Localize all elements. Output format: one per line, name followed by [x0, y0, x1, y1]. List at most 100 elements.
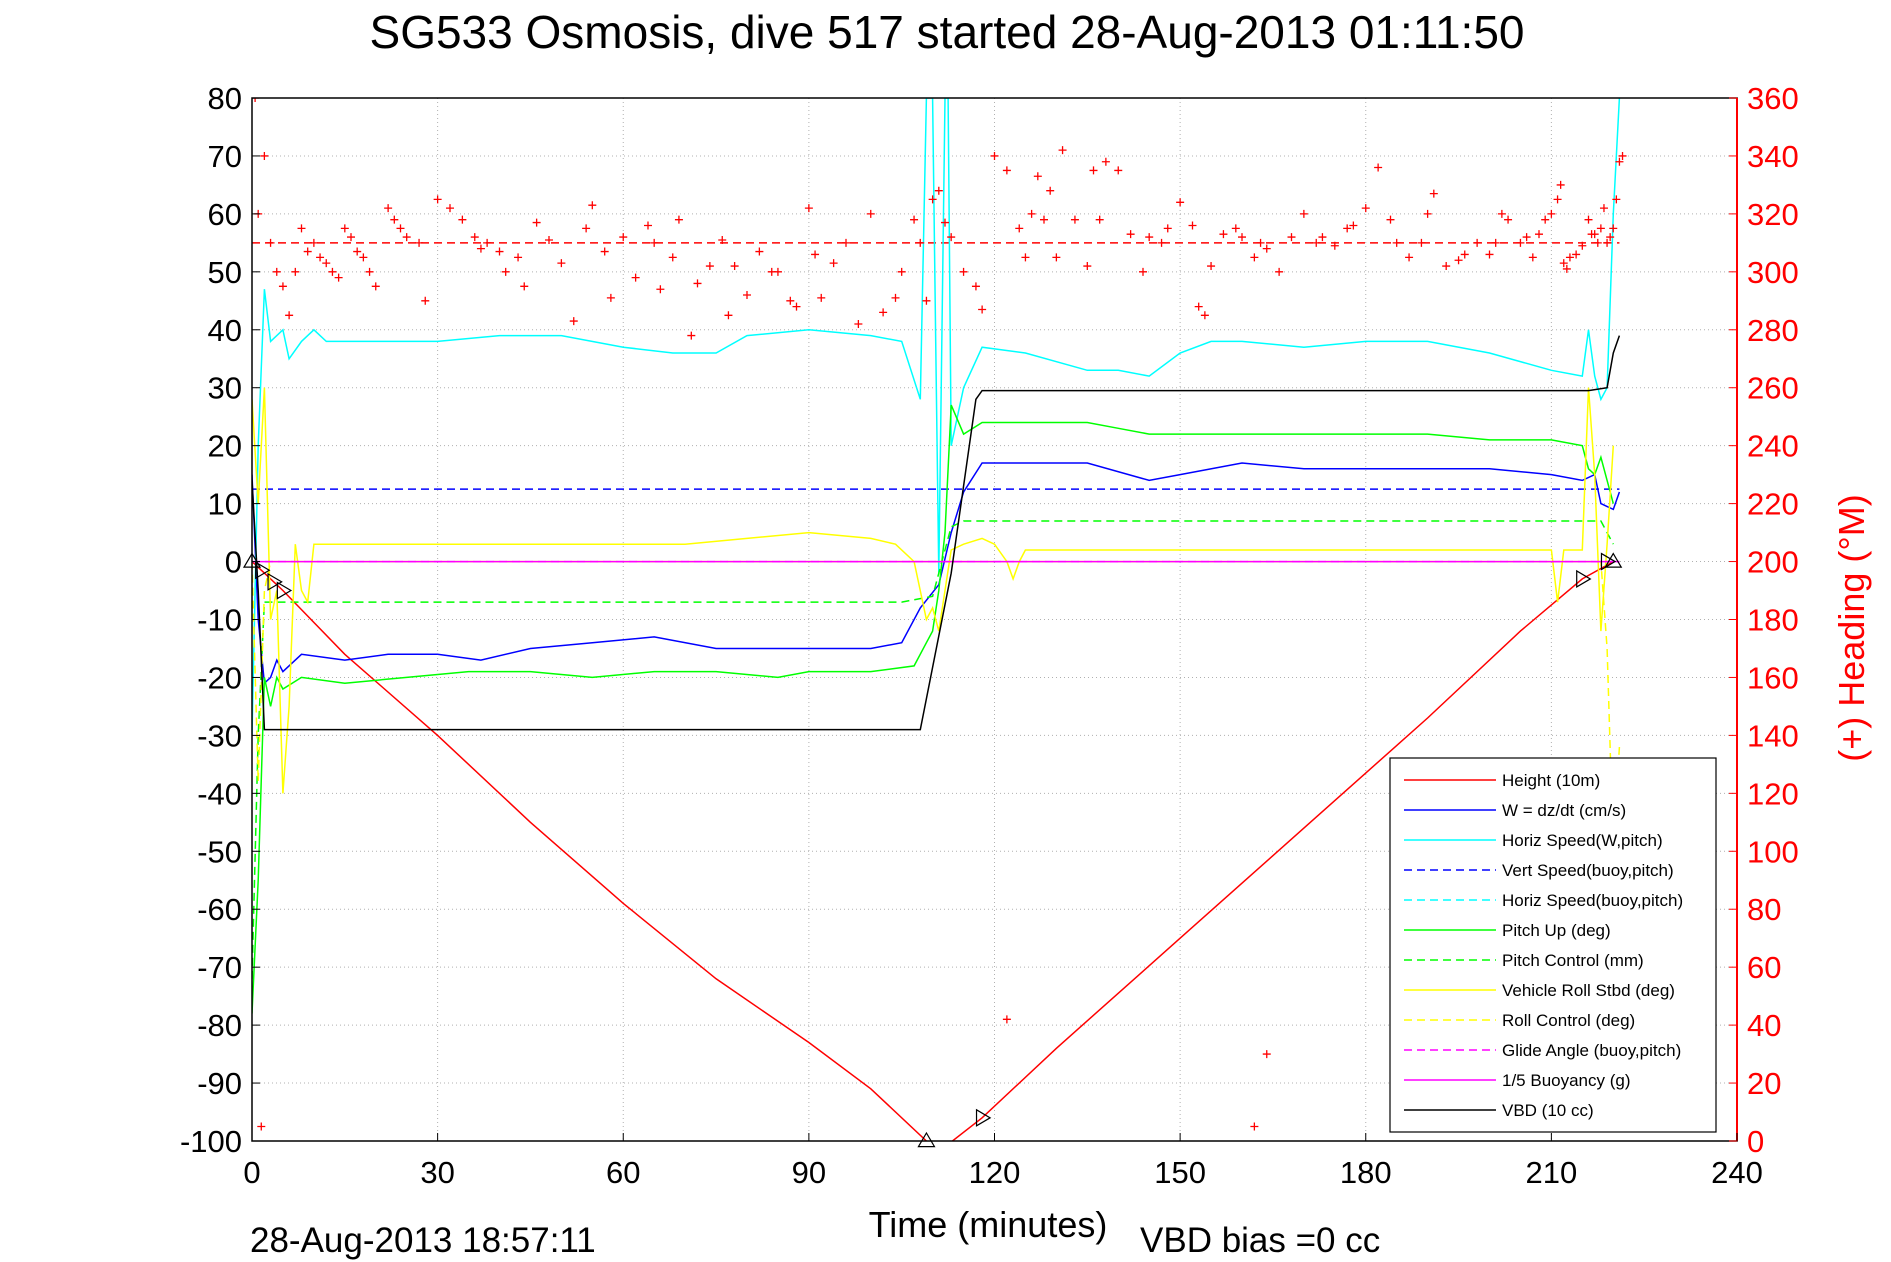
heading-point	[582, 224, 591, 233]
event-marker	[276, 581, 293, 600]
heading-point	[1485, 250, 1494, 259]
y-tick-label: 60	[208, 197, 242, 232]
heading-point	[1145, 233, 1154, 242]
heading-point	[1618, 151, 1627, 160]
heading-point	[1256, 238, 1265, 247]
heading-point	[297, 224, 306, 233]
heading-point	[433, 195, 442, 204]
heading-point	[266, 238, 275, 247]
x-tick-label: 240	[1711, 1155, 1763, 1190]
heading-point	[866, 209, 875, 218]
event-marker	[975, 1108, 992, 1127]
heading-point	[1200, 311, 1209, 320]
heading-point	[328, 267, 337, 276]
heading-point	[829, 259, 838, 268]
heading-point	[718, 235, 727, 244]
heading-point	[1590, 230, 1599, 239]
heading-point	[495, 247, 504, 256]
heading-point	[1114, 166, 1123, 175]
heading-point	[1139, 267, 1147, 276]
heading-point	[1287, 233, 1296, 242]
heading-point	[1299, 209, 1308, 218]
heading-point	[272, 267, 281, 276]
y-right-tick-label: 40	[1747, 1008, 1781, 1043]
heading-point	[1516, 238, 1525, 247]
y-tick-label: 30	[208, 371, 242, 406]
heading-point	[1361, 204, 1370, 213]
heading-point	[458, 215, 467, 224]
event-marker	[267, 572, 283, 591]
series-layer	[252, 98, 1621, 1141]
heading-point	[257, 1122, 266, 1131]
heading-point	[483, 238, 492, 247]
heading-point	[371, 282, 380, 291]
x-tick-label: 90	[792, 1155, 826, 1190]
heading-point	[1083, 262, 1092, 271]
heading-point	[1070, 215, 1079, 224]
heading-point	[1603, 238, 1612, 247]
heading-point	[1374, 163, 1383, 172]
x-axis: 0 30 60 90 120 150 180 210 240	[243, 1133, 1763, 1190]
heading-point	[365, 267, 374, 276]
y-right-tick-label: 140	[1747, 718, 1799, 753]
heading-point	[1606, 233, 1615, 242]
heading-point	[1262, 244, 1271, 253]
heading-point	[1535, 230, 1543, 239]
y-tick-label: -50	[197, 834, 242, 869]
heading-point	[891, 293, 900, 302]
left-y-axis: 80 70 60 50 40 30 20 10 0 -10 -20 -30 -40 -50 -60 -70 -8…	[180, 81, 260, 1159]
y-right-tick-label: 360	[1747, 81, 1799, 116]
heading-point	[1089, 166, 1098, 175]
y-right-tick-label: 220	[1747, 487, 1799, 522]
heading-point	[879, 308, 888, 317]
heading-point	[1002, 1015, 1011, 1024]
y-tick-label: -90	[197, 1066, 242, 1101]
heading-point	[252, 98, 260, 102]
y-right-tick-label: 20	[1747, 1066, 1781, 1101]
heading-point	[606, 293, 615, 302]
heading-point	[415, 238, 424, 247]
event-marker	[255, 561, 271, 580]
heading-point	[693, 279, 702, 288]
heading-point	[402, 233, 411, 242]
heading-point	[755, 247, 764, 256]
heading-point	[334, 273, 343, 282]
heading-point	[804, 204, 813, 213]
heading-point	[1238, 233, 1246, 242]
heading-point	[773, 267, 782, 276]
heading-point	[1095, 215, 1104, 224]
heading-point	[705, 262, 714, 271]
event-marker	[1600, 552, 1617, 571]
event-marker	[1576, 569, 1592, 588]
heading-point	[545, 235, 553, 244]
heading-point	[359, 253, 368, 262]
heading-point	[1584, 215, 1593, 224]
heading-point	[978, 305, 987, 314]
heading-point	[1609, 224, 1618, 233]
heading-point	[1615, 157, 1624, 166]
legend-label: Height (10m)	[1502, 771, 1600, 790]
legend-box	[1389, 757, 1717, 1133]
heading-point	[941, 218, 949, 227]
heading-point	[303, 247, 312, 256]
heading-point	[1330, 241, 1339, 250]
legend-label: Vert Speed(buoy,pitch)	[1502, 861, 1674, 880]
x-tick-label: 150	[1154, 1155, 1206, 1190]
heading-point	[922, 296, 931, 305]
heading-point	[1002, 166, 1011, 175]
heading-point	[476, 244, 485, 253]
heading-point	[910, 215, 919, 224]
x-axis-label: Time (minutes)	[869, 1204, 1108, 1245]
y-tick-label: 50	[208, 255, 242, 290]
heading-point	[1343, 224, 1352, 233]
y-tick-label: -20	[197, 660, 242, 695]
legend-label: Glide Angle (buoy,pitch)	[1502, 1041, 1681, 1060]
heading-point	[1497, 209, 1506, 218]
heading-point	[1033, 172, 1042, 181]
x-tick-label: 180	[1340, 1155, 1392, 1190]
heading-point	[1599, 204, 1608, 213]
right-y-axis: 3603403203002802602402202001801601401201…	[1729, 81, 1799, 1159]
series-line-6	[252, 520, 1614, 979]
heading-point	[792, 302, 801, 311]
heading-point	[619, 233, 628, 242]
